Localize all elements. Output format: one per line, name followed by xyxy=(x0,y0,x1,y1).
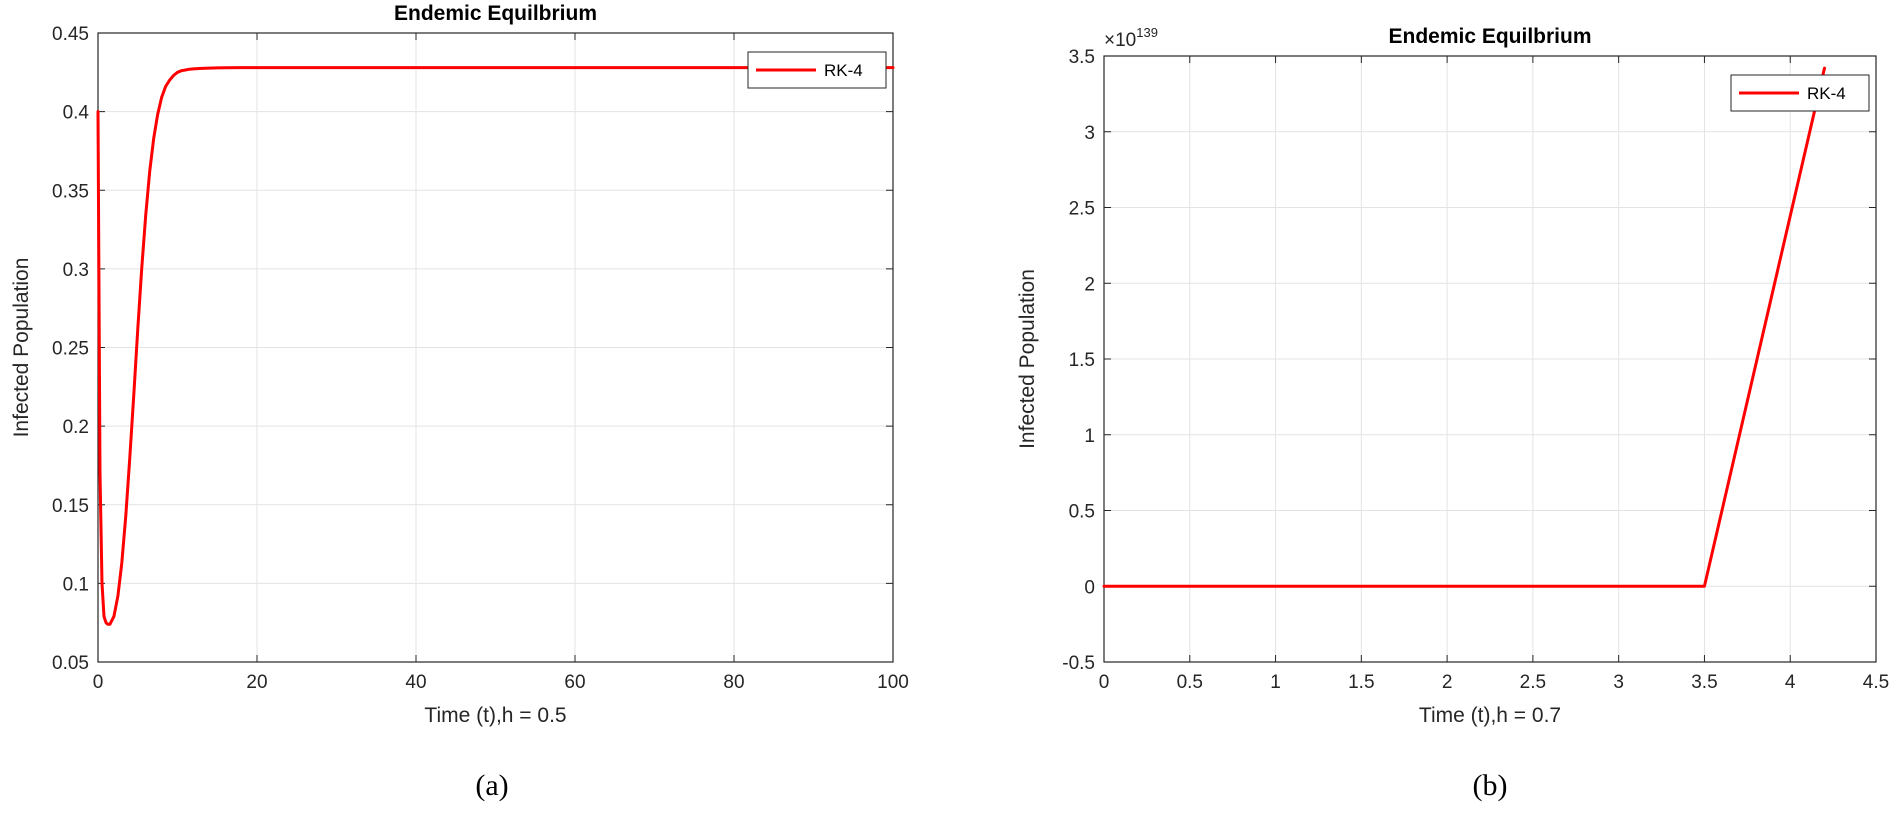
x-tick-label: 4 xyxy=(1785,672,1796,693)
y-multiplier-exponent: 139 xyxy=(1136,25,1158,40)
x-tick-label: 1.5 xyxy=(1348,672,1374,693)
chart-title: Endemic Equilbrium xyxy=(394,2,597,25)
y-tick-label: 3 xyxy=(1084,123,1095,144)
x-tick-label: 0.5 xyxy=(1177,672,1203,693)
y-tick-label: 0.05 xyxy=(52,653,89,674)
y-tick-label: 2.5 xyxy=(1069,199,1095,220)
x-tick-label: 100 xyxy=(877,672,909,693)
y-axis-label: Infected Population xyxy=(10,258,33,438)
panel-caption: (b) xyxy=(1473,769,1508,802)
x-tick-label: 20 xyxy=(246,672,267,693)
x-tick-label: 2.5 xyxy=(1520,672,1546,693)
y-tick-label: 0 xyxy=(1084,577,1095,598)
x-tick-label: 1 xyxy=(1270,672,1281,693)
legend-label: RK-4 xyxy=(1807,84,1846,103)
series-line-rk4 xyxy=(96,66,895,626)
y-tick-label: 3.5 xyxy=(1069,47,1095,68)
series-line-rk4 xyxy=(1102,66,1826,588)
x-tick-label: 2 xyxy=(1442,672,1453,693)
y-tick-label: 1 xyxy=(1084,426,1095,447)
y-tick-label: 1.5 xyxy=(1069,350,1095,371)
chart-a: 0 20 40 60 80 100 0.05 0.1 0.15 0.2 0.25 0.3 0.35 0.4… xyxy=(10,2,909,802)
y-multiplier: ×10139 xyxy=(1104,25,1158,51)
x-tick-label: 40 xyxy=(405,672,426,693)
y-multiplier-base: ×10 xyxy=(1104,30,1136,51)
y-tick-label: 0.5 xyxy=(1069,502,1095,523)
y-tick-label: 0.4 xyxy=(63,103,90,124)
y-tick-label: 0.35 xyxy=(52,181,89,202)
y-tick-label: -0.5 xyxy=(1062,653,1095,674)
y-axis-label: Infected Population xyxy=(1016,269,1039,449)
x-axis-label: Time (t),h = 0.5 xyxy=(424,704,566,727)
x-tick-label: 4.5 xyxy=(1863,672,1889,693)
y-tick-label: 0.25 xyxy=(52,339,89,360)
x-axis-label: Time (t),h = 0.7 xyxy=(1419,704,1561,727)
chart-b: 0 0.5 1 1.5 2 2.5 3 3.5 4 4.5-0.500.511.522.533.5… xyxy=(1016,25,1889,802)
y-tick-label: 0.3 xyxy=(63,260,89,281)
x-tick-label: 60 xyxy=(564,672,585,693)
panel-caption: (a) xyxy=(475,769,508,802)
x-tick-label: 0 xyxy=(93,672,104,693)
y-tick-label: 0.45 xyxy=(52,24,89,45)
x-tick-label: 3 xyxy=(1613,672,1624,693)
y-tick-label: 2 xyxy=(1084,274,1095,295)
legend-label: RK-4 xyxy=(824,61,863,80)
x-tick-label: 80 xyxy=(723,672,744,693)
y-tick-label: 0.2 xyxy=(63,417,89,438)
x-tick-label: 0 xyxy=(1099,672,1110,693)
y-tick-label: 0.15 xyxy=(52,496,89,517)
chart-title: Endemic Equilbrium xyxy=(1388,25,1591,48)
y-tick-label: 0.1 xyxy=(63,574,89,595)
x-tick-label: 3.5 xyxy=(1691,672,1717,693)
